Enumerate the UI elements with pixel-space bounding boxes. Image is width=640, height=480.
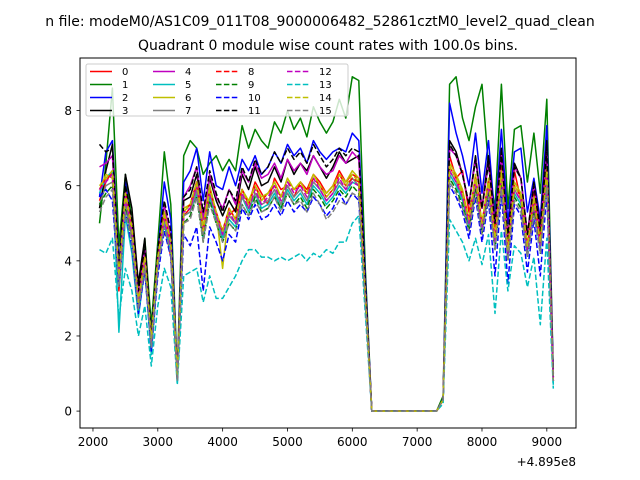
legend-label-0: 0 [122,67,128,78]
series-line-15 [98,181,555,412]
x-tick-label: 2000 [78,435,109,449]
legend-label-3: 3 [122,106,128,117]
legend-label-15: 15 [319,106,332,117]
chart-title: Quadrant 0 module wise count rates with … [138,38,518,54]
legend-label-7: 7 [185,106,191,117]
series-line-13 [99,215,555,412]
legend-label-13: 13 [319,80,332,91]
x-tick-label: 3000 [143,435,174,449]
y-axis: 0 2 4 6 8 [64,104,80,419]
legend-label-8: 8 [248,67,254,78]
legend-label-9: 9 [248,80,254,91]
x-tick-label: 4000 [207,435,238,449]
legend-label-10: 10 [248,93,261,104]
y-tick-label: 2 [64,329,72,343]
y-tick-label: 8 [64,104,72,118]
y-tick-label: 4 [64,254,72,268]
x-tick-label: 5000 [272,435,303,449]
series-line-2 [98,102,555,412]
legend-label-6: 6 [185,93,191,104]
series-line-14 [98,166,555,412]
legend-label-1: 1 [122,80,128,91]
legend-label-4: 4 [185,67,191,78]
legend-label-11: 11 [248,106,261,117]
x-tick-label: 6000 [337,435,368,449]
x-tick-label: 8000 [467,435,498,449]
x-tick-label: 7000 [402,435,433,449]
y-tick-label: 6 [64,179,72,193]
x-axis: 2000 3000 4000 5000 6000 7000 8000 9000 [78,428,562,449]
figure-suptitle: n file: modeM0/AS1C09_011T08_9000006482_… [45,14,594,30]
legend-label-14: 14 [319,93,332,104]
plot-area [98,76,555,412]
x-tick-label: 9000 [532,435,563,449]
legend-label-5: 5 [185,80,191,91]
legend-frame [85,63,349,117]
legend-label-12: 12 [319,67,332,78]
x-axis-offset-label: +4.895e8 [517,455,576,469]
series-line-0 [98,154,555,412]
y-tick-label: 0 [64,405,72,419]
axes-frame [79,57,577,429]
legend-label-2: 2 [122,93,128,104]
